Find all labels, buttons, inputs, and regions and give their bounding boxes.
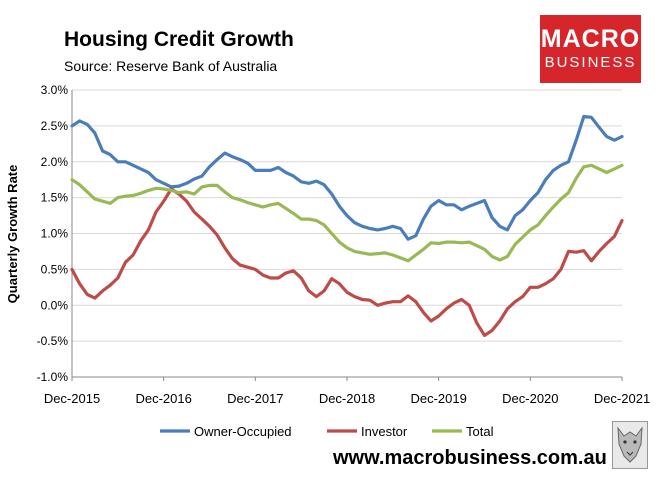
x-tick-label: Dec-2018 — [319, 391, 375, 406]
y-tick-label: 0.5% — [41, 262, 69, 276]
wolf-logo-icon — [612, 421, 648, 469]
y-tick-label: -0.5% — [37, 334, 69, 348]
y-tick-labels: -1.0% -0.5% 0.0% 0.5% 1.0% 1.5% 2.0% 2.5% 3.0% — [37, 83, 69, 384]
y-tick-label: 3.0% — [41, 83, 69, 97]
chart-title: Housing Credit Growth — [64, 28, 294, 51]
series-line-owner-occupied — [70, 114, 624, 241]
y-tick-label: 0.0% — [41, 298, 69, 312]
axes — [71, 90, 623, 381]
y-axis-label: Quarterly Growth Rate — [5, 165, 20, 304]
grid-lines — [72, 89, 622, 378]
legend-label: Investor — [361, 424, 408, 439]
legend-label: Total — [466, 424, 494, 439]
chart-source: Source: Reserve Bank of Australia — [64, 58, 278, 74]
y-tick-label: 1.5% — [41, 191, 69, 205]
x-tick-label: Dec-2016 — [135, 391, 191, 406]
x-tick-label: Dec-2015 — [44, 391, 100, 406]
y-tick-label: -1.0% — [37, 370, 69, 384]
logo-line-2: BUSINESS — [544, 54, 637, 71]
macro-business-logo: MACRO BUSINESS — [540, 15, 641, 83]
logo-line-1: MACRO — [540, 25, 641, 53]
website-url[interactable]: www.macrobusiness.com.au — [333, 447, 607, 469]
legend: Owner-Occupied Investor Total — [160, 424, 494, 439]
series-line-total — [70, 163, 624, 263]
series-lines — [70, 114, 624, 337]
x-tick-labels: Dec-2015 Dec-2016 Dec-2017 Dec-2018 Dec-2019… — [44, 391, 650, 406]
legend-label: Owner-Occupied — [194, 424, 292, 439]
y-tick-label: 2.0% — [41, 155, 69, 169]
x-tick-label: Dec-2017 — [227, 391, 283, 406]
series-line-investor — [70, 187, 624, 337]
x-tick-label: Dec-2021 — [594, 391, 650, 406]
x-tick-label: Dec-2019 — [410, 391, 466, 406]
y-tick-label: 2.5% — [41, 119, 69, 133]
y-tick-label: 1.0% — [41, 227, 69, 241]
x-tick-label: Dec-2020 — [502, 391, 558, 406]
